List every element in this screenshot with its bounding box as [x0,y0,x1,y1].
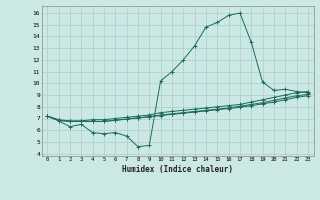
X-axis label: Humidex (Indice chaleur): Humidex (Indice chaleur) [122,165,233,174]
